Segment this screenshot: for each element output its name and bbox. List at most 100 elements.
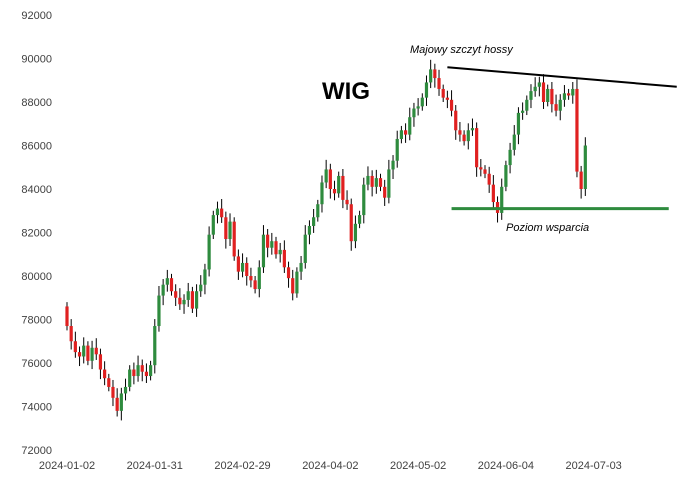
candle-up (508, 149, 512, 166)
candle-down (245, 262, 249, 276)
candle-down (554, 104, 558, 111)
candle-down (169, 278, 174, 292)
candle-down (332, 189, 337, 194)
candle-down (73, 341, 77, 353)
candle-up (203, 269, 207, 285)
candle-up (199, 284, 203, 292)
chart-title: WIG (322, 78, 370, 105)
candle-down (224, 217, 228, 240)
candle-up (299, 262, 303, 272)
candle-down (174, 291, 178, 298)
candle-up (374, 178, 378, 187)
candle-up (399, 130, 403, 139)
candle-down (103, 369, 107, 379)
candle-down (579, 171, 583, 189)
candle-up (424, 82, 429, 98)
candle-up (161, 284, 165, 296)
y-tick-label: 78000 (21, 315, 52, 327)
candle-up (516, 112, 521, 135)
candle-up (128, 369, 132, 387)
candle-up (211, 215, 215, 235)
candle-down (403, 130, 408, 135)
candle-up (240, 262, 245, 272)
y-axis: 72000 74000 76000 78000 80000 82000 84000 86000… (21, 10, 52, 457)
y-tick-label: 72000 (21, 445, 52, 457)
candle-up (194, 291, 199, 309)
candle-up (324, 169, 328, 183)
candle-up (429, 69, 433, 83)
candle-down (98, 354, 103, 370)
candle-down (77, 352, 82, 357)
candle-down (274, 241, 278, 255)
candle-up (320, 182, 324, 205)
candle-down (487, 173, 491, 185)
candle-up (337, 175, 341, 194)
y-tick-label: 74000 (21, 402, 52, 414)
candle-up (182, 299, 186, 305)
y-tick-label: 88000 (21, 97, 52, 109)
candle-down (220, 208, 224, 218)
candle-up (362, 184, 366, 216)
candle-up (412, 108, 416, 118)
candle-up (270, 241, 274, 248)
candle-down (383, 186, 387, 198)
x-tick-label: 2024-02-29 (214, 460, 270, 472)
candle-up (466, 130, 470, 142)
candle-up (82, 345, 86, 357)
candle-up (387, 169, 391, 198)
support-label: Poziom wsparcia (506, 222, 589, 234)
candle-down (69, 326, 73, 342)
candle-up (307, 225, 312, 235)
candle-down (140, 365, 144, 372)
candle-down (349, 204, 353, 242)
candle-down (479, 167, 483, 170)
candle-down (462, 134, 466, 142)
candle-up (316, 204, 320, 218)
x-tick-label: 2024-05-02 (390, 460, 446, 472)
candle-up (420, 97, 424, 107)
candle-up (165, 278, 169, 285)
candle-up (391, 160, 395, 170)
candle-down (454, 110, 458, 131)
overlays (447, 66, 677, 211)
candle-down (232, 221, 236, 257)
candle-up (123, 386, 128, 394)
y-tick-label: 76000 (21, 358, 52, 370)
resistance-line (447, 66, 677, 88)
candle-down (483, 169, 487, 174)
candle-up (525, 99, 529, 111)
y-tick-label: 82000 (21, 228, 52, 240)
candle-up (366, 175, 370, 185)
candle-down (345, 199, 349, 205)
candle-up (395, 138, 399, 161)
candle-down (86, 345, 90, 361)
candle-up (149, 365, 153, 377)
candle-down (370, 175, 374, 187)
resistance-label: Majowy szczyt hossy (410, 44, 514, 56)
candle-up (186, 291, 190, 300)
x-tick-label: 2024-01-31 (127, 460, 183, 472)
candle-down (107, 378, 111, 387)
candle-down (190, 291, 194, 309)
candle-up (416, 106, 420, 109)
candle-down (575, 88, 579, 172)
candle-down (115, 397, 119, 411)
candle-down (111, 386, 115, 398)
candle-up (157, 295, 161, 327)
candle-up (571, 88, 575, 96)
candle-down (567, 93, 571, 96)
candle-up (261, 234, 266, 268)
y-tick-label: 80000 (21, 271, 52, 283)
x-tick-label: 2024-04-02 (302, 460, 358, 472)
candle-up (136, 365, 140, 377)
y-tick-label: 86000 (21, 141, 52, 153)
candle-down (328, 169, 332, 189)
candle-down (449, 99, 454, 111)
candle-up (278, 249, 282, 255)
candle-up (504, 165, 508, 187)
candle-down (249, 276, 253, 281)
x-tick-label: 2024-01-02 (39, 460, 95, 472)
candle-up (470, 128, 475, 131)
candle-down (286, 267, 291, 279)
